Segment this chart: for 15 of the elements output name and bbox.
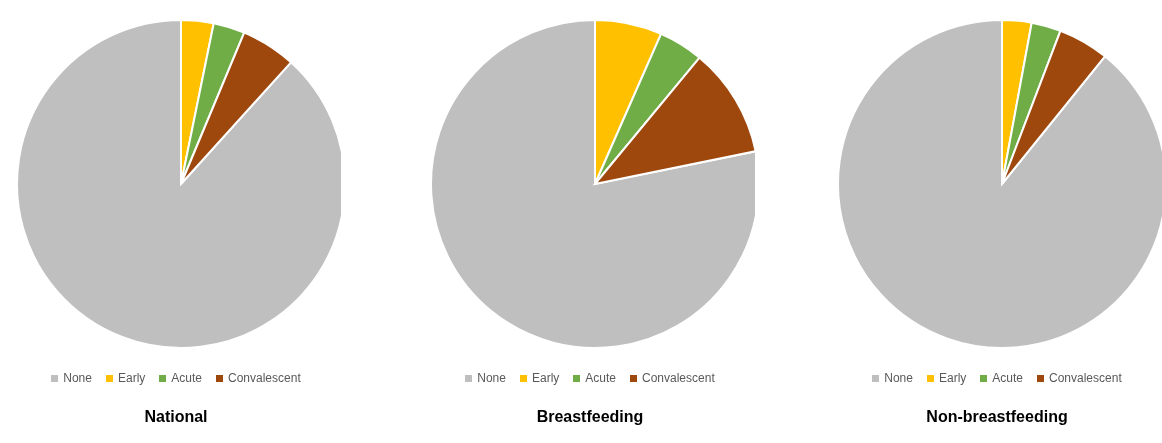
- legend-label: None: [63, 371, 92, 385]
- text: National: [143, 408, 209, 426]
- legend-label: Convalescent: [642, 371, 715, 385]
- legend-label: Convalescent: [228, 371, 301, 385]
- legend-label: Early: [531, 371, 560, 385]
- legend-label: Early: [117, 371, 146, 385]
- legend-label: None: [884, 371, 913, 385]
- legend-label: Acute: [992, 371, 1023, 385]
- legend-label: Convalescent: [1049, 371, 1122, 385]
- legend-label: Acute: [585, 371, 616, 385]
- legend-label: Early: [938, 371, 967, 385]
- text: Non-breastfeeding: [925, 408, 1069, 426]
- legend-label: Acute: [171, 371, 202, 385]
- text: Breastfeeding: [535, 408, 645, 426]
- legend-label: None: [477, 371, 506, 385]
